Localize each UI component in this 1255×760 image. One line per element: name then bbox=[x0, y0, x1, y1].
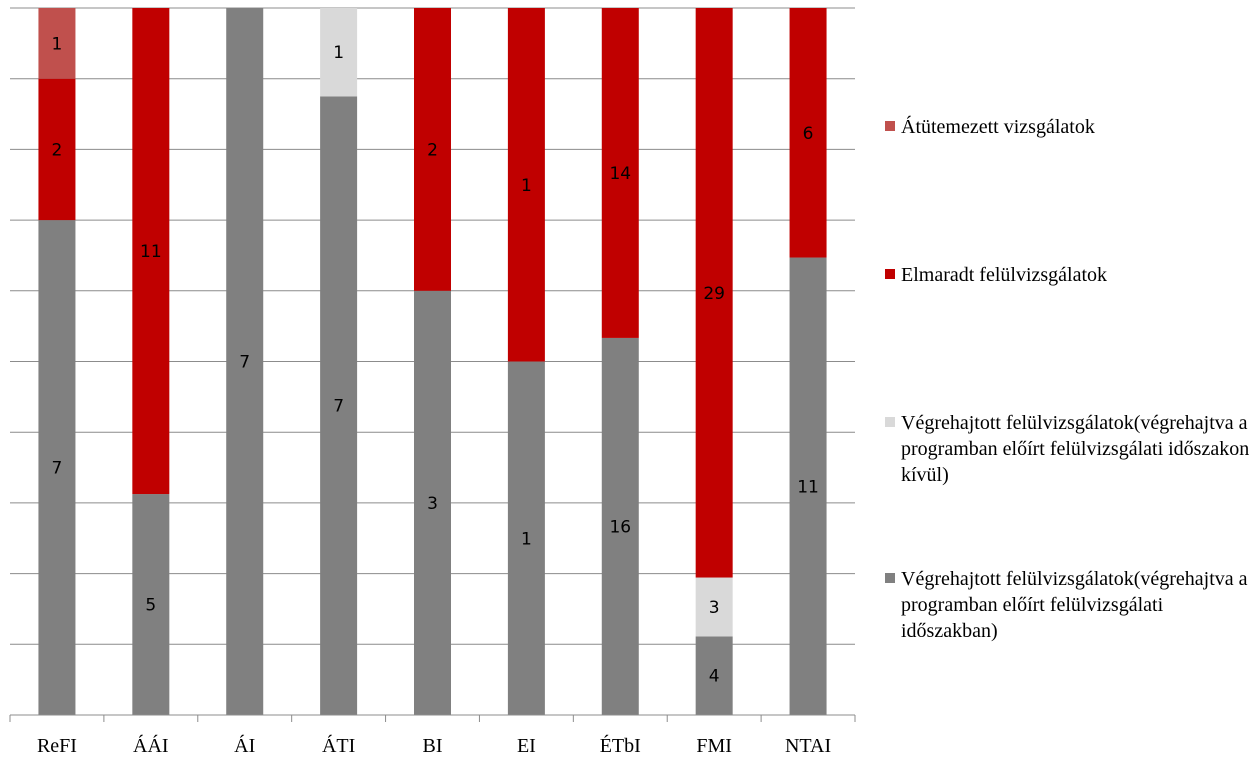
data-label: 2 bbox=[427, 140, 438, 160]
x-tick-label: ÁTI bbox=[322, 734, 355, 757]
x-tick-label: ÁI bbox=[234, 734, 255, 757]
data-label: 29 bbox=[703, 284, 725, 304]
legend-swatch bbox=[885, 573, 895, 583]
legend-swatch bbox=[885, 121, 895, 131]
x-tick-label: FMI bbox=[696, 735, 732, 757]
data-label: 7 bbox=[333, 397, 344, 417]
data-label: 1 bbox=[521, 529, 532, 549]
bar-segment bbox=[320, 8, 358, 97]
data-label: 11 bbox=[797, 477, 819, 497]
legend-swatch bbox=[885, 269, 895, 279]
bar-segment bbox=[507, 361, 545, 715]
bar-segment bbox=[414, 8, 451, 291]
data-label: 6 bbox=[803, 124, 814, 144]
bars bbox=[38, 8, 827, 715]
data-label: 16 bbox=[609, 517, 631, 537]
bar-segment bbox=[789, 257, 827, 715]
data-label: 4 bbox=[709, 667, 720, 687]
bar-segment bbox=[320, 96, 358, 715]
x-tick-label: EI bbox=[517, 735, 536, 757]
x-tick-label: ÉTbI bbox=[600, 734, 641, 757]
bar-segment bbox=[695, 636, 733, 715]
bar-segment bbox=[38, 220, 76, 715]
data-label: 1 bbox=[333, 43, 344, 63]
bar-segment bbox=[695, 577, 733, 637]
bar-segment bbox=[132, 8, 170, 495]
x-tick-label: BI bbox=[423, 735, 443, 757]
data-label: 7 bbox=[239, 353, 250, 373]
data-label: 2 bbox=[52, 140, 63, 160]
bar-segment bbox=[507, 8, 545, 362]
bar-segment bbox=[695, 8, 733, 578]
data-label: 5 bbox=[145, 596, 156, 616]
bar-segment bbox=[38, 8, 76, 79]
legend-item-missed: Elmaradt felülvizsgálatok bbox=[885, 262, 1251, 288]
data-label: 1 bbox=[52, 34, 63, 54]
bar-segment bbox=[226, 8, 264, 715]
legend-swatch bbox=[885, 417, 895, 427]
bar-segment bbox=[414, 290, 451, 715]
legend-label: Végrehajtott felülvizsgálatok(végrehajtv… bbox=[901, 412, 1250, 486]
bar-segment bbox=[789, 8, 827, 258]
data-label: 7 bbox=[52, 459, 63, 479]
bar-segment bbox=[132, 494, 170, 715]
legend-label: Átütemezett vizsgálatok bbox=[901, 116, 1095, 138]
x-tick-label: NTAI bbox=[785, 735, 831, 757]
data-label: 3 bbox=[427, 494, 438, 514]
x-tick-label: ÁÁI bbox=[133, 734, 169, 757]
data-label: 11 bbox=[140, 242, 162, 262]
data-label: 3 bbox=[709, 598, 720, 618]
data-label: 1 bbox=[521, 176, 532, 196]
x-axis: ReFI ÁÁI ÁI ÁTI BI EI ÉTbI FMI NTAI bbox=[9, 714, 856, 757]
bar-segment bbox=[601, 8, 639, 338]
legend-item-completed-within: Végrehajtott felülvizsgálatok(végrehajtv… bbox=[885, 566, 1251, 644]
legend-item-completed-outside: Végrehajtott felülvizsgálatok(végrehajtv… bbox=[885, 410, 1251, 488]
bar-segment bbox=[601, 337, 639, 715]
legend-label: Elmaradt felülvizsgálatok bbox=[901, 264, 1108, 286]
data-label: 14 bbox=[609, 164, 631, 184]
legend-item-rescheduled: Átütemezett vizsgálatok bbox=[885, 114, 1251, 140]
legend-label: Végrehajtott felülvizsgálatok(végrehajtv… bbox=[901, 568, 1248, 642]
x-tick-label: ReFI bbox=[37, 735, 77, 757]
bar-segment bbox=[38, 78, 76, 221]
